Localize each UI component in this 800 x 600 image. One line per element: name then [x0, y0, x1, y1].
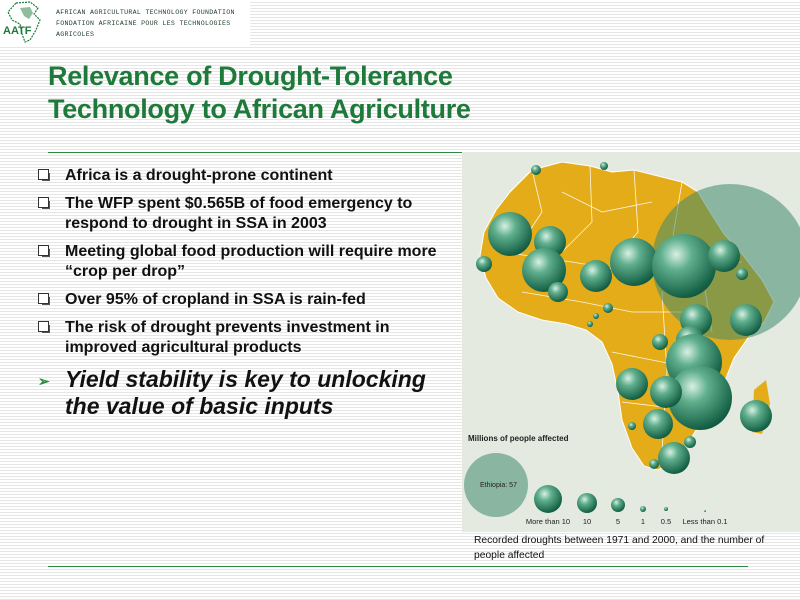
africa-logo-icon: AATF: [0, 0, 54, 46]
bullet-text: Meeting global food production will requ…: [65, 243, 437, 280]
checkbox-bullet-icon: [38, 169, 49, 180]
checkbox-bullet-icon: [38, 293, 49, 304]
legend-label: Less than 0.1: [682, 517, 727, 526]
legend-label: 0.5: [661, 517, 671, 526]
aatf-logo: AATF AFRICAN AGRICULTURAL TECHNOLOGY FOU…: [0, 0, 250, 46]
title-divider: [48, 152, 748, 153]
bullet-text: Over 95% of cropland in SSA is rain-fed: [65, 291, 366, 308]
legend-circle: [664, 507, 668, 511]
checkbox-bullet-icon: [38, 321, 49, 332]
bullet-text: The risk of drought prevents investment …: [65, 319, 390, 356]
bullet-text: Africa is a drought-prone continent: [65, 167, 333, 184]
legend-circle: [704, 510, 706, 512]
legend-circle: [577, 493, 597, 513]
slide-title: Relevance of Drought-Tolerance Technolog…: [48, 60, 568, 126]
bullet-item: Africa is a drought-prone continent: [36, 166, 456, 186]
legend-title: Millions of people affected: [468, 434, 569, 443]
legend-label: 1: [641, 517, 645, 526]
legend-circle: [611, 498, 625, 512]
bullet-item: Over 95% of cropland in SSA is rain-fed: [36, 290, 456, 310]
checkbox-bullet-icon: [38, 245, 49, 256]
bullet-item: Meeting global food production will requ…: [36, 242, 456, 282]
slide-title-line2: Technology to African Agriculture: [48, 94, 471, 124]
legend-circle: [640, 506, 646, 512]
legend-ethiopia-label: Ethiopia: 57: [480, 482, 517, 489]
bullet-text: The WFP spent $0.565B of food emergency …: [65, 195, 413, 232]
africa-drought-map: Millions of people affected Ethiopia: 57…: [464, 161, 800, 526]
legend-label: 10: [583, 517, 591, 526]
bullet-item: The risk of drought prevents investment …: [36, 318, 456, 358]
legend-ethiopia-circle: [464, 453, 528, 517]
slide-title-line1: Relevance of Drought-Tolerance: [48, 61, 453, 91]
legend-circle: [534, 485, 562, 513]
checkbox-bullet-icon: [38, 197, 49, 208]
arrow-bullet-icon: ➢: [38, 373, 50, 389]
key-point-text: Yield stability is key to unlocking the …: [65, 366, 426, 419]
key-point: ➢ Yield stability is key to unlocking the…: [36, 366, 456, 420]
legend-label: More than 10: [526, 517, 570, 526]
legend-label: 5: [616, 517, 620, 526]
org-name-en: AFRICAN AGRICULTURAL TECHNOLOGY FOUNDATI…: [56, 8, 235, 16]
drought-bubbles: [476, 162, 772, 474]
drought-map-panel: Millions of people affected Ethiopia: 57…: [462, 152, 800, 532]
footer-divider: [48, 566, 748, 567]
bullet-list: Africa is a drought-prone continent The …: [36, 166, 456, 428]
org-name-fr: FONDATION AFRICAINE POUR LES TECHNOLOGIE…: [56, 19, 231, 38]
map-caption: Recorded droughts between 1971 and 2000,…: [474, 535, 765, 561]
bullet-item: The WFP spent $0.565B of food emergency …: [36, 194, 456, 234]
logo-abbr: AATF: [3, 25, 32, 37]
